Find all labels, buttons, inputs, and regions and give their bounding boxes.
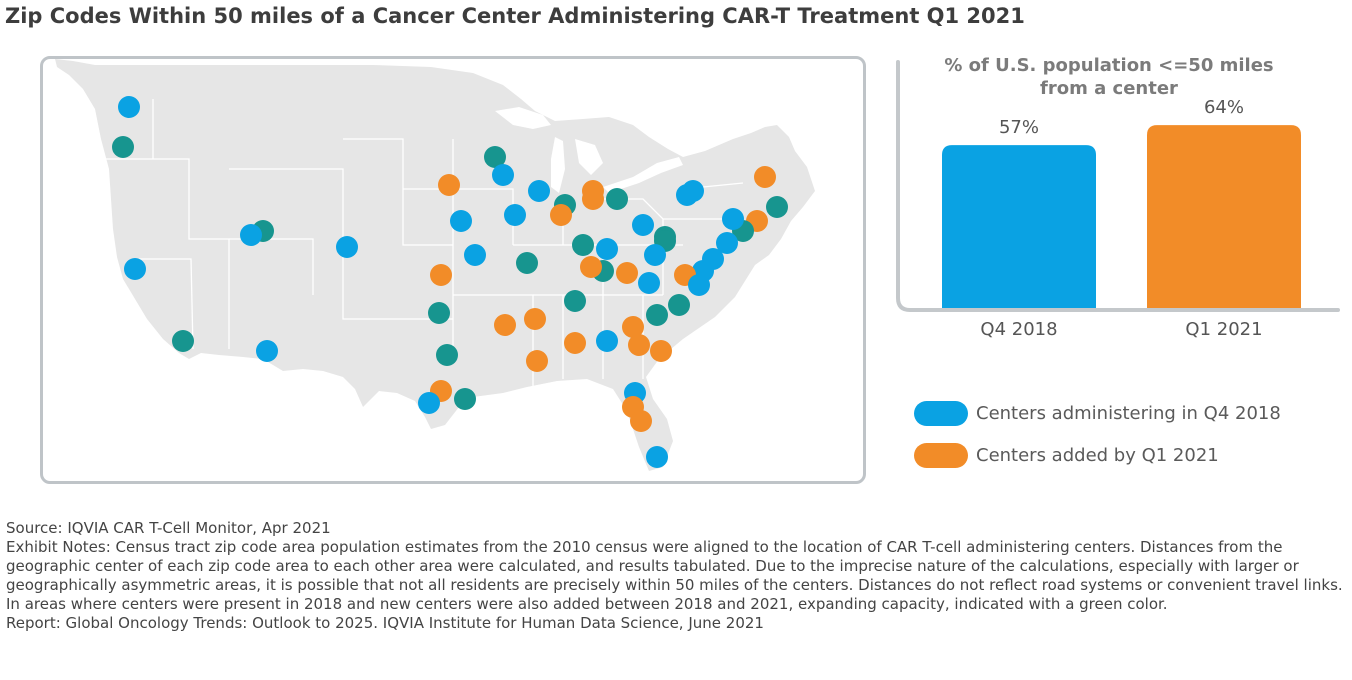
coverage-clusters <box>112 96 788 468</box>
coverage-cluster <box>606 188 628 210</box>
coverage-cluster <box>682 180 704 202</box>
page-title: Zip Codes Within 50 miles of a Cancer Ce… <box>5 4 1025 28</box>
legend-label: Centers added by Q1 2021 <box>976 444 1219 466</box>
coverage-cluster <box>430 264 452 286</box>
report-note: Report: Global Oncology Trends: Outlook … <box>6 614 764 632</box>
coverage-cluster <box>438 174 460 196</box>
coverage-cluster <box>644 244 666 266</box>
coverage-cluster <box>172 330 194 352</box>
coverage-cluster <box>754 166 776 188</box>
population-bar-chart: % of U.S. population <=50 miles from a c… <box>896 55 1340 340</box>
coverage-cluster <box>464 244 486 266</box>
coverage-cluster <box>526 350 548 372</box>
coverage-cluster <box>436 344 458 366</box>
coverage-cluster <box>492 164 514 186</box>
legend-swatch-orange <box>914 442 968 468</box>
coverage-cluster <box>572 234 594 256</box>
bar-value-label: 64% <box>1204 97 1244 118</box>
coverage-cluster <box>256 340 278 362</box>
coverage-cluster <box>668 294 690 316</box>
x-tick-label: Q4 2018 <box>980 319 1057 340</box>
coverage-cluster <box>454 388 476 410</box>
coverage-cluster <box>622 316 644 338</box>
coverage-cluster <box>688 274 710 296</box>
coverage-cluster <box>528 180 550 202</box>
coverage-cluster <box>516 252 538 274</box>
coverage-cluster <box>722 208 744 230</box>
coverage-cluster <box>118 96 140 118</box>
coverage-cluster <box>650 340 672 362</box>
coverage-cluster <box>596 330 618 352</box>
us-landmass <box>55 59 815 471</box>
coverage-cluster <box>630 410 652 432</box>
lake-michigan <box>551 137 565 193</box>
coverage-cluster <box>628 334 650 356</box>
coverage-cluster <box>638 272 660 294</box>
chart-title-line-1: % of U.S. population <=50 miles <box>944 55 1273 76</box>
x-tick-label: Q1 2021 <box>1185 319 1262 340</box>
us-coverage-map <box>55 59 815 471</box>
coverage-cluster <box>112 136 134 158</box>
coverage-cluster <box>504 204 526 226</box>
lake-huron <box>575 139 603 175</box>
coverage-cluster <box>564 332 586 354</box>
us-map-panel <box>40 56 866 484</box>
coverage-cluster <box>524 308 546 330</box>
coverage-cluster <box>240 224 262 246</box>
coverage-cluster <box>428 302 450 324</box>
bar-value-label: 57% <box>999 117 1039 138</box>
coverage-cluster <box>336 236 358 258</box>
coverage-cluster <box>124 258 146 280</box>
coverage-cluster <box>450 210 472 232</box>
chart-axis <box>896 60 1340 312</box>
coverage-cluster <box>494 314 516 336</box>
lake-superior <box>495 107 551 129</box>
bar-q1-2021 <box>1147 125 1301 309</box>
legend: Centers administering in Q4 2018 Centers… <box>914 392 1281 476</box>
coverage-cluster <box>716 232 738 254</box>
bar-q4-2018 <box>942 145 1096 308</box>
coverage-cluster <box>580 256 602 278</box>
bars: 57% Q4 2018 64% Q1 2021 <box>942 97 1301 340</box>
legend-swatch-blue <box>914 400 968 426</box>
legend-item-q4-2018: Centers administering in Q4 2018 <box>914 392 1281 434</box>
coverage-cluster <box>646 304 668 326</box>
coverage-cluster <box>418 392 440 414</box>
coverage-cluster <box>596 238 618 260</box>
coverage-cluster <box>616 262 638 284</box>
coverage-cluster <box>550 204 572 226</box>
coverage-cluster <box>564 290 586 312</box>
legend-item-q1-2021: Centers added by Q1 2021 <box>914 434 1281 476</box>
coverage-cluster <box>484 146 506 168</box>
source-note: Source: IQVIA CAR T-Cell Monitor, Apr 20… <box>6 519 331 537</box>
exhibit-notes: Exhibit Notes: Census tract zip code are… <box>6 538 1343 613</box>
footnotes: Source: IQVIA CAR T-Cell Monitor, Apr 20… <box>6 519 1346 633</box>
coverage-cluster <box>646 446 668 468</box>
coverage-cluster <box>766 196 788 218</box>
coverage-cluster <box>632 214 654 236</box>
legend-label: Centers administering in Q4 2018 <box>976 402 1281 424</box>
chart-title-line-2: from a center <box>1040 78 1178 99</box>
lake-erie-ontario <box>603 157 683 193</box>
coverage-cluster <box>582 188 604 210</box>
